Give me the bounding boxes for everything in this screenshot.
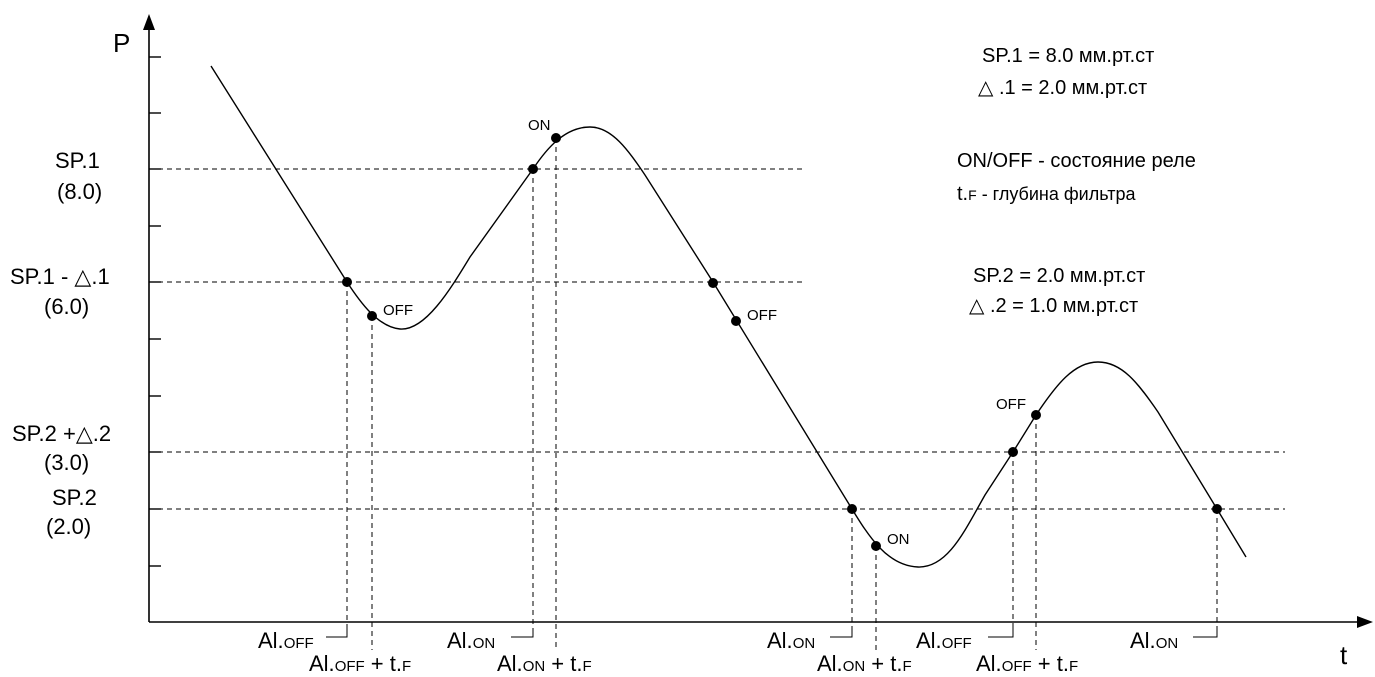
crossing-point	[342, 277, 352, 287]
y-axis-label: P	[113, 28, 130, 58]
x-label-al-on: Al.ON	[1130, 628, 1178, 653]
level-value-sp2-plus: (3.0)	[44, 450, 89, 475]
x-label-al-off-plus-tf: Al.OFF + t.F	[309, 651, 411, 676]
level-label-sp1-minus: SP.1 - △.1	[10, 264, 110, 289]
bracket	[1193, 628, 1218, 638]
level-value-sp1: (8.0)	[57, 179, 102, 204]
switch-points	[342, 133, 1222, 551]
x-label-al-on: Al.ON	[767, 628, 815, 653]
label-brackets	[326, 628, 1218, 638]
crossing-point	[708, 278, 718, 288]
state-label-on: ON	[528, 117, 551, 134]
x-label-al-on-plus-tf: Al.ON + t.F	[497, 651, 592, 676]
on-point	[871, 541, 881, 551]
level-label-sp2-plus: SP.2 +△.2	[12, 421, 111, 446]
x-axis-label: t	[1340, 640, 1348, 670]
x-label-al-on-plus-tf: Al.ON + t.F	[817, 651, 912, 676]
legend-onoff: ON/OFF - состояние реле	[957, 150, 1196, 172]
level-value-sp2: (2.0)	[46, 514, 91, 539]
legend-delta1: △ .1 = 2.0 мм.рт.ст	[978, 77, 1147, 99]
level-label-sp1: SP.1	[55, 148, 100, 173]
crossing-point	[1008, 447, 1018, 457]
state-label-on: ON	[887, 531, 910, 548]
y-axis-ticks	[149, 56, 161, 567]
off-point	[731, 316, 741, 326]
state-label-off: OFF	[747, 307, 777, 324]
bracket	[511, 628, 534, 638]
off-point	[1031, 410, 1041, 420]
x-label-al-on: Al.ON	[447, 628, 495, 653]
bracket	[830, 628, 853, 638]
x-label-al-off: Al.OFF	[258, 628, 314, 653]
x-label-al-off: Al.OFF	[916, 628, 972, 653]
legend-filter-depth: t.F - глубина фильтра	[957, 183, 1136, 205]
legend-sp2: SP.2 = 2.0 мм.рт.ст	[973, 265, 1145, 287]
state-label-off: OFF	[383, 302, 413, 319]
drop-lines	[346, 138, 1218, 650]
y-axis-arrow	[143, 14, 155, 30]
crossing-point	[847, 504, 857, 514]
bracket	[988, 628, 1014, 638]
off-point	[367, 311, 377, 321]
legend-delta2: △ .2 = 1.0 мм.рт.ст	[969, 295, 1138, 317]
level-label-sp2: SP.2	[52, 485, 97, 510]
level-value-sp1-minus: (6.0)	[44, 294, 89, 319]
crossing-point	[528, 164, 538, 174]
x-label-al-off-plus-tf: Al.OFF + t.F	[976, 651, 1078, 676]
crossing-point	[1212, 504, 1222, 514]
x-axis-arrow	[1357, 616, 1373, 628]
on-point	[551, 133, 561, 143]
state-label-off: OFF	[996, 396, 1026, 413]
bracket	[326, 628, 348, 638]
legend-sp1: SP.1 = 8.0 мм.рт.ст	[982, 45, 1154, 67]
